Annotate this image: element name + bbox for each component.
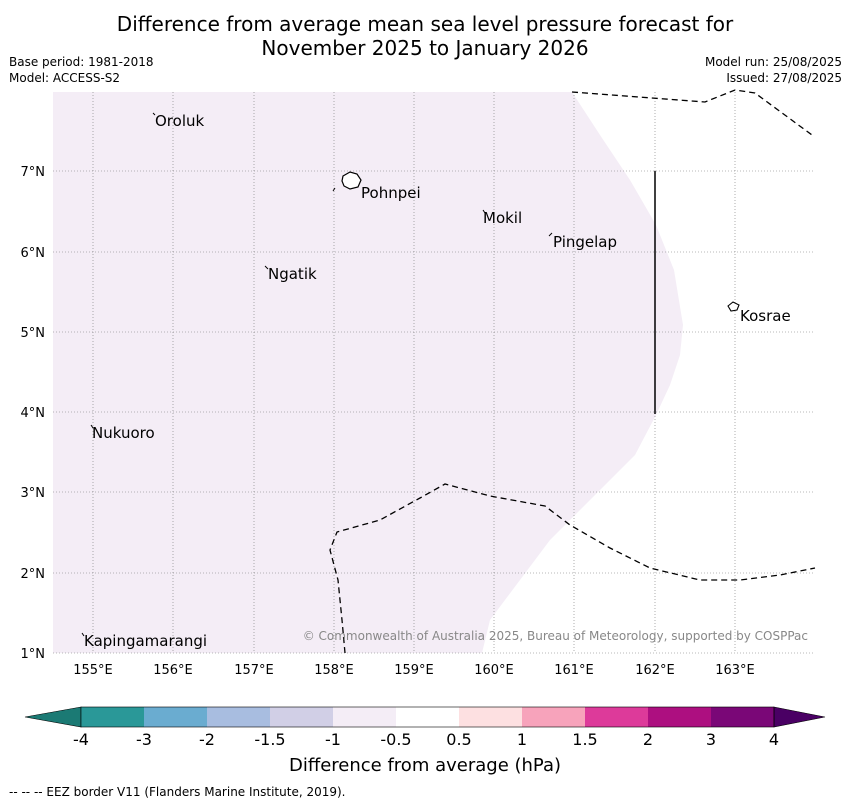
colorbar-extension-high (773, 706, 826, 728)
copyright-text: © Commonwealth of Australia 2025, Bureau… (303, 629, 808, 643)
colorbar-extension-low (24, 706, 82, 728)
colorbar-segment (144, 707, 207, 727)
colorbar-tick-label: 1.5 (572, 730, 598, 749)
colorbar-tick-label: -4 (73, 730, 89, 749)
colorbar-tick-label: 0.5 (446, 730, 472, 749)
map-title: Difference from average mean sea level p… (0, 12, 850, 60)
colorbar (24, 706, 826, 728)
colorbar-segment (585, 707, 648, 727)
colorbar-title: Difference from average (hPa) (288, 755, 562, 776)
eez-footnote: -- -- -- EEZ border V11 (Flanders Marine… (9, 785, 346, 799)
lat-label-6n: 6°N (21, 246, 46, 261)
colorbar-tick-label: 1 (516, 730, 528, 749)
colorbar-tick-label: 3 (705, 730, 717, 749)
issued-text: Issued: 27/08/2025 (726, 71, 842, 85)
colorbar-tick-label: -2 (199, 730, 215, 749)
colorbar-segment (396, 707, 459, 727)
model-run-text: Model run: 25/08/2025 (704, 55, 842, 69)
lon-label-155e: 155°E (73, 663, 113, 678)
pohnpei-island (341, 171, 362, 190)
lat-label-7n: 7°N (21, 165, 46, 180)
kosrae-island (727, 301, 740, 312)
colorbar-segment (711, 707, 774, 727)
lon-label-160e: 160°E (474, 663, 514, 678)
colorbar-segment (270, 707, 333, 727)
colorbar-tick-label: 4 (768, 730, 780, 749)
place-label-nukuoro: Nukuoro (92, 424, 155, 442)
place-label-oroluk: Oroluk (155, 112, 204, 130)
lon-label-161e: 161°E (554, 663, 594, 678)
colorbar-tick-label: -1.5 (254, 730, 286, 749)
lon-label-158e: 158°E (314, 663, 354, 678)
colorbar-tick-label: -0.5 (380, 730, 412, 749)
map-title-line-2: November 2025 to January 2026 (261, 36, 589, 60)
colorbar-segment (459, 707, 522, 727)
eez-borders (329, 89, 816, 654)
place-label-kosrae: Kosrae (740, 307, 791, 325)
run-info: Model run: 25/08/2025 Issued: 27/08/2025 (705, 54, 842, 86)
latitude-gridlines (53, 170, 815, 654)
atoll-marks (81, 112, 553, 637)
model-text: Model: ACCESS-S2 (9, 71, 121, 85)
lon-label-163e: 163°E (715, 663, 755, 678)
lon-label-159e: 159°E (394, 663, 434, 678)
place-label-pingelap: Pingelap (553, 233, 617, 251)
lat-label-3n: 3°N (21, 486, 46, 501)
colorbar-segment (648, 707, 711, 727)
colorbar-segment (522, 707, 585, 727)
lat-label-4n: 4°N (21, 406, 46, 421)
colorbar-tick-label: -3 (136, 730, 152, 749)
lat-label-2n: 2°N (21, 567, 46, 582)
lon-label-162e: 162°E (635, 663, 675, 678)
colorbar-tick-label: -1 (325, 730, 341, 749)
colorbar-segment (333, 707, 396, 727)
lat-label-1n: 1°N (21, 647, 46, 662)
place-label-mokil: Mokil (483, 209, 522, 227)
colorbar-frame (80, 706, 775, 728)
base-period-text: Base period: 1981-2018 (9, 55, 154, 69)
shaded-anomaly-region (53, 92, 683, 653)
lon-label-156e: 156°E (153, 663, 193, 678)
place-label-ngatik: Ngatik (268, 265, 317, 283)
base-info: Base period: 1981-2018 Model: ACCESS-S2 (9, 54, 154, 86)
lon-label-157e: 157°E (234, 663, 274, 678)
islet-mark (332, 187, 336, 192)
map-title-line-1: Difference from average mean sea level p… (116, 12, 734, 36)
place-label-kapingamarangi: Kapingamarangi (84, 632, 207, 650)
colorbar-segment (81, 707, 144, 727)
lat-label-5n: 5°N (21, 326, 46, 341)
place-label-pohnpei: Pohnpei (361, 184, 421, 202)
colorbar-segment (207, 707, 270, 727)
colorbar-tick-label: 2 (642, 730, 654, 749)
